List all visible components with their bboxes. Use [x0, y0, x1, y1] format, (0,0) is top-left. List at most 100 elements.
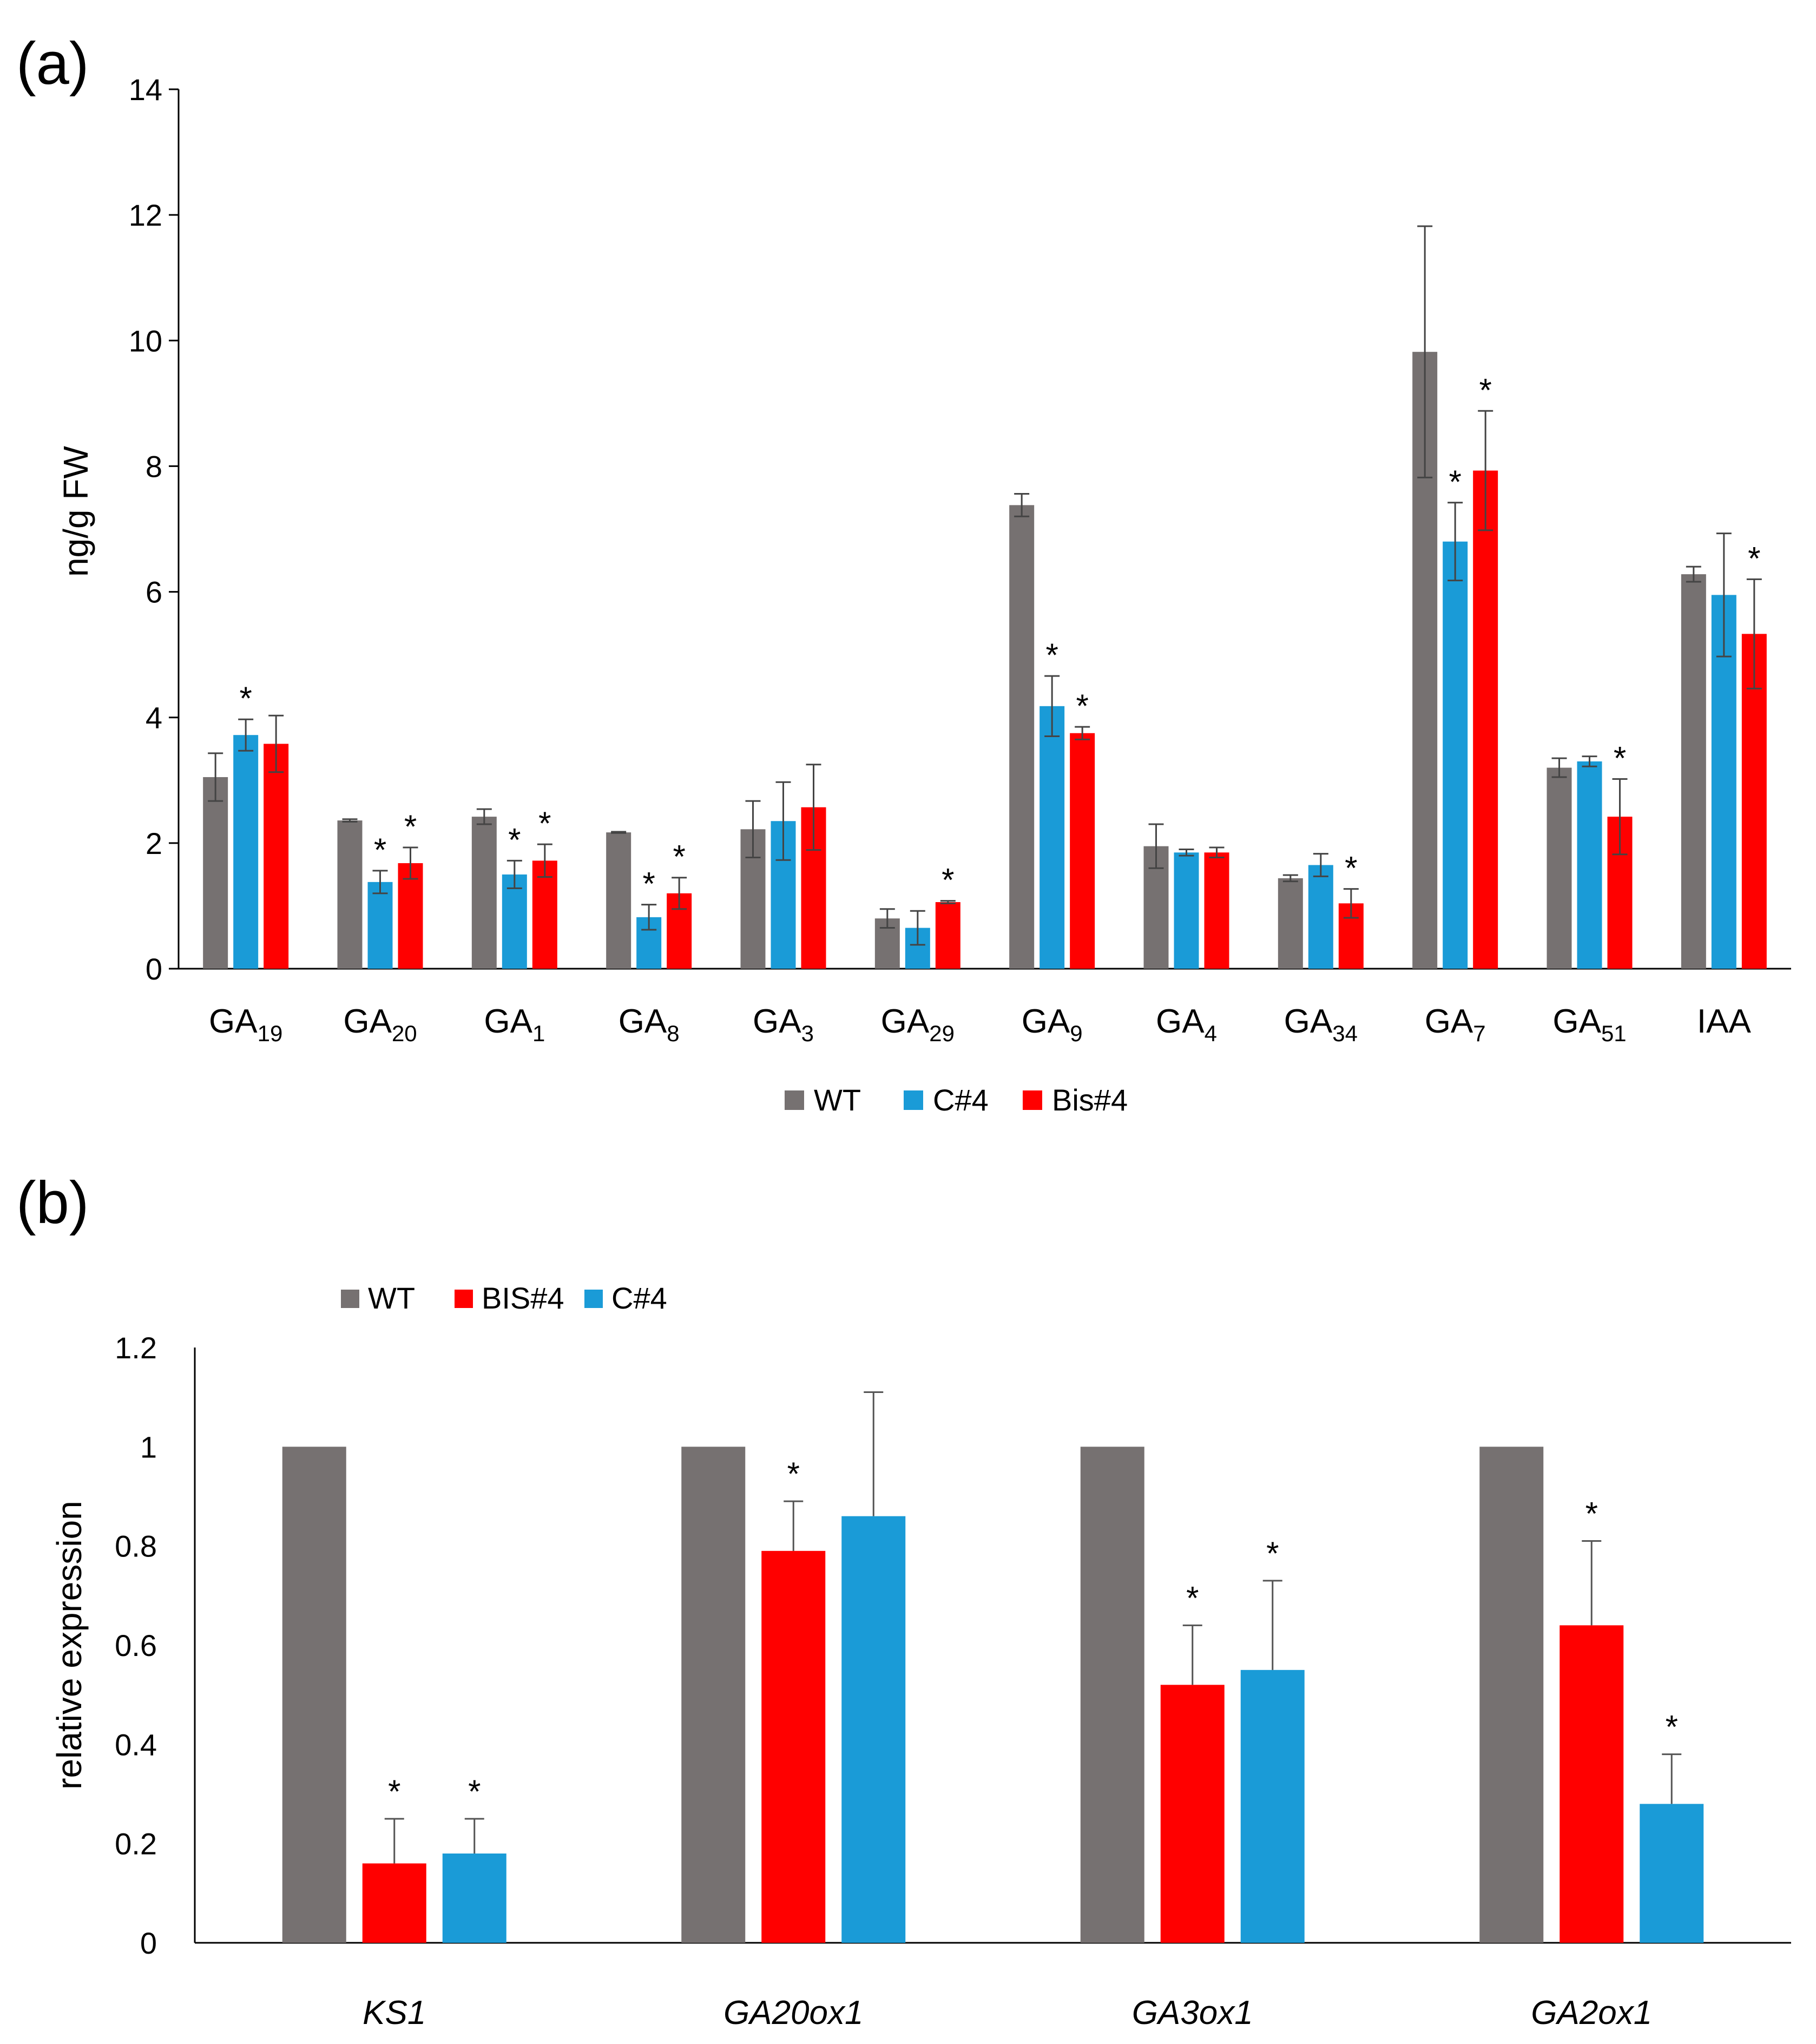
significance-star: * [1479, 372, 1491, 408]
bar-bis4-7 [1204, 852, 1229, 969]
bar-bis4-2 [532, 860, 557, 969]
panel-b-y-tick-label: 1.2 [115, 1331, 157, 1365]
significance-star: * [1345, 850, 1357, 886]
legend-label-2: C#4 [611, 1281, 667, 1315]
bar-bis4-9 [1473, 470, 1498, 969]
legend-swatch-1 [455, 1290, 473, 1308]
category-label-subscript: 7 [1473, 1021, 1485, 1046]
significance-star: * [1266, 1535, 1279, 1572]
legend-label-1: C#4 [933, 1083, 989, 1117]
category-label-subscript: 1 [532, 1021, 545, 1046]
panel-a-y-axis-label: ng/g FW [56, 445, 95, 576]
category-label-0: GA19 [209, 1003, 282, 1046]
category-label-base: GA [343, 1003, 392, 1040]
panel-b: (b) relative expression 0 0.2 0.4 0.6 0.8 1 1.… [16, 1169, 1791, 2032]
category-label-subscript: 4 [1205, 1021, 1217, 1046]
category-label-subscript: 34 [1332, 1021, 1358, 1046]
significance-star: * [673, 839, 685, 875]
category-label-subscript: 3 [801, 1021, 814, 1046]
category-label-3: GA8 [619, 1003, 680, 1046]
bar-c4-2 [502, 874, 527, 969]
category-label-2: GA3ox1 [1132, 1994, 1253, 2032]
panel-a-label: (a) [16, 30, 89, 97]
panel-b-label: (b) [16, 1169, 89, 1236]
bar-wt-1 [681, 1447, 746, 1943]
panel-b-y-tick-label: 0.8 [115, 1529, 157, 1563]
panel-b-y-tick-label: 1 [140, 1430, 157, 1464]
significance-star: * [1449, 464, 1461, 500]
bar-wt-3 [606, 832, 631, 969]
significance-star: * [1186, 1580, 1199, 1616]
legend-swatch-0 [341, 1290, 359, 1308]
bar-wt-8 [1278, 878, 1303, 969]
category-label-0: KS1 [363, 1994, 426, 2032]
bar-wt-2 [1080, 1447, 1144, 1943]
legend-label-1: BIS#4 [482, 1281, 564, 1315]
category-label-subscript: 20 [392, 1021, 417, 1046]
panel-a-category-labels: GA19 GA20 GA1 GA8 GA3 GA29 GA9 GA4 GA34 GA7 GA51 IA… [209, 1003, 1751, 1046]
bar-bis4-2 [1160, 1685, 1225, 1943]
category-label-subscript: 51 [1601, 1021, 1627, 1046]
panel-a-axes: 0 2 4 6 8 10 12 14 [129, 73, 1791, 986]
bar-bis4-3 [1560, 1625, 1624, 1943]
legend-swatch-0 [785, 1090, 804, 1110]
panel-a-y-tick-label: 0 [146, 952, 162, 986]
category-label-base: GA [1022, 1003, 1070, 1040]
panel-b-category-labels: KS1 GA20ox1 GA3ox1 GA2ox1 [363, 1994, 1652, 2032]
bar-bis4-1 [398, 863, 423, 969]
category-label-base: GA [881, 1003, 930, 1040]
category-label-base: GA [619, 1003, 667, 1040]
panel-a-y-tick-label: 14 [129, 73, 162, 107]
bar-bis4-5 [935, 902, 960, 969]
category-label-base: GA [1552, 1003, 1601, 1040]
category-label-3: GA2ox1 [1531, 1994, 1652, 2032]
category-label-base: GA [1284, 1003, 1333, 1040]
significance-star: * [239, 680, 252, 717]
category-label-5: GA29 [881, 1003, 955, 1046]
significance-star: * [1585, 1496, 1598, 1532]
bar-bis4-6 [1070, 733, 1095, 969]
panel-b-y-tick-label: 0 [140, 1926, 157, 1960]
category-label-base: GA [484, 1003, 532, 1040]
bar-wt-3 [1479, 1447, 1544, 1943]
category-label-subscript: 8 [667, 1021, 679, 1046]
category-label-subscript: 19 [258, 1021, 283, 1046]
panel-a-y-tick-label: 6 [146, 575, 162, 609]
bar-c4-3 [1640, 1804, 1704, 1943]
panel-a-legend: WT C#4 Bis#4 [785, 1083, 1128, 1117]
bar-wt-0 [282, 1447, 346, 1943]
category-label-1: GA20 [343, 1003, 417, 1046]
panel-a-y-tick-label: 8 [146, 449, 162, 483]
panel-a-y-tick-label: 2 [146, 826, 162, 860]
significance-star: * [404, 809, 417, 845]
legend-swatch-2 [1023, 1090, 1042, 1110]
bar-c4-0 [442, 1854, 506, 1943]
legend-label-0: WT [814, 1083, 861, 1117]
bar-c4-7 [1174, 852, 1199, 969]
bar-wt-6 [1009, 505, 1035, 969]
category-label-8: GA34 [1284, 1003, 1358, 1046]
category-label-base: GA [753, 1003, 801, 1040]
significance-star: * [538, 805, 551, 842]
legend-label-2: Bis#4 [1052, 1083, 1128, 1117]
legend-swatch-1 [904, 1090, 923, 1110]
category-label-base: GA [1425, 1003, 1473, 1040]
panel-a-y-tick-label: 10 [129, 324, 162, 358]
bar-wt-0 [203, 777, 228, 969]
category-label-base: IAA [1697, 1003, 1752, 1040]
bar-bis4-11 [1741, 634, 1767, 969]
legend-swatch-2 [584, 1290, 603, 1308]
bar-c4-9 [1443, 541, 1468, 969]
bar-c4-10 [1577, 761, 1602, 969]
bar-c4-6 [1039, 706, 1065, 969]
panel-b-legend: WT BIS#4 C#4 [341, 1281, 667, 1315]
bar-bis4-0 [264, 744, 289, 969]
category-label-subscript: 9 [1070, 1021, 1082, 1046]
panel-b-y-axis-label: relative expression [50, 1501, 89, 1790]
category-label-base: GA [209, 1003, 258, 1040]
bar-wt-2 [471, 817, 497, 969]
bar-wt-11 [1681, 574, 1706, 969]
bar-wt-1 [337, 820, 363, 969]
